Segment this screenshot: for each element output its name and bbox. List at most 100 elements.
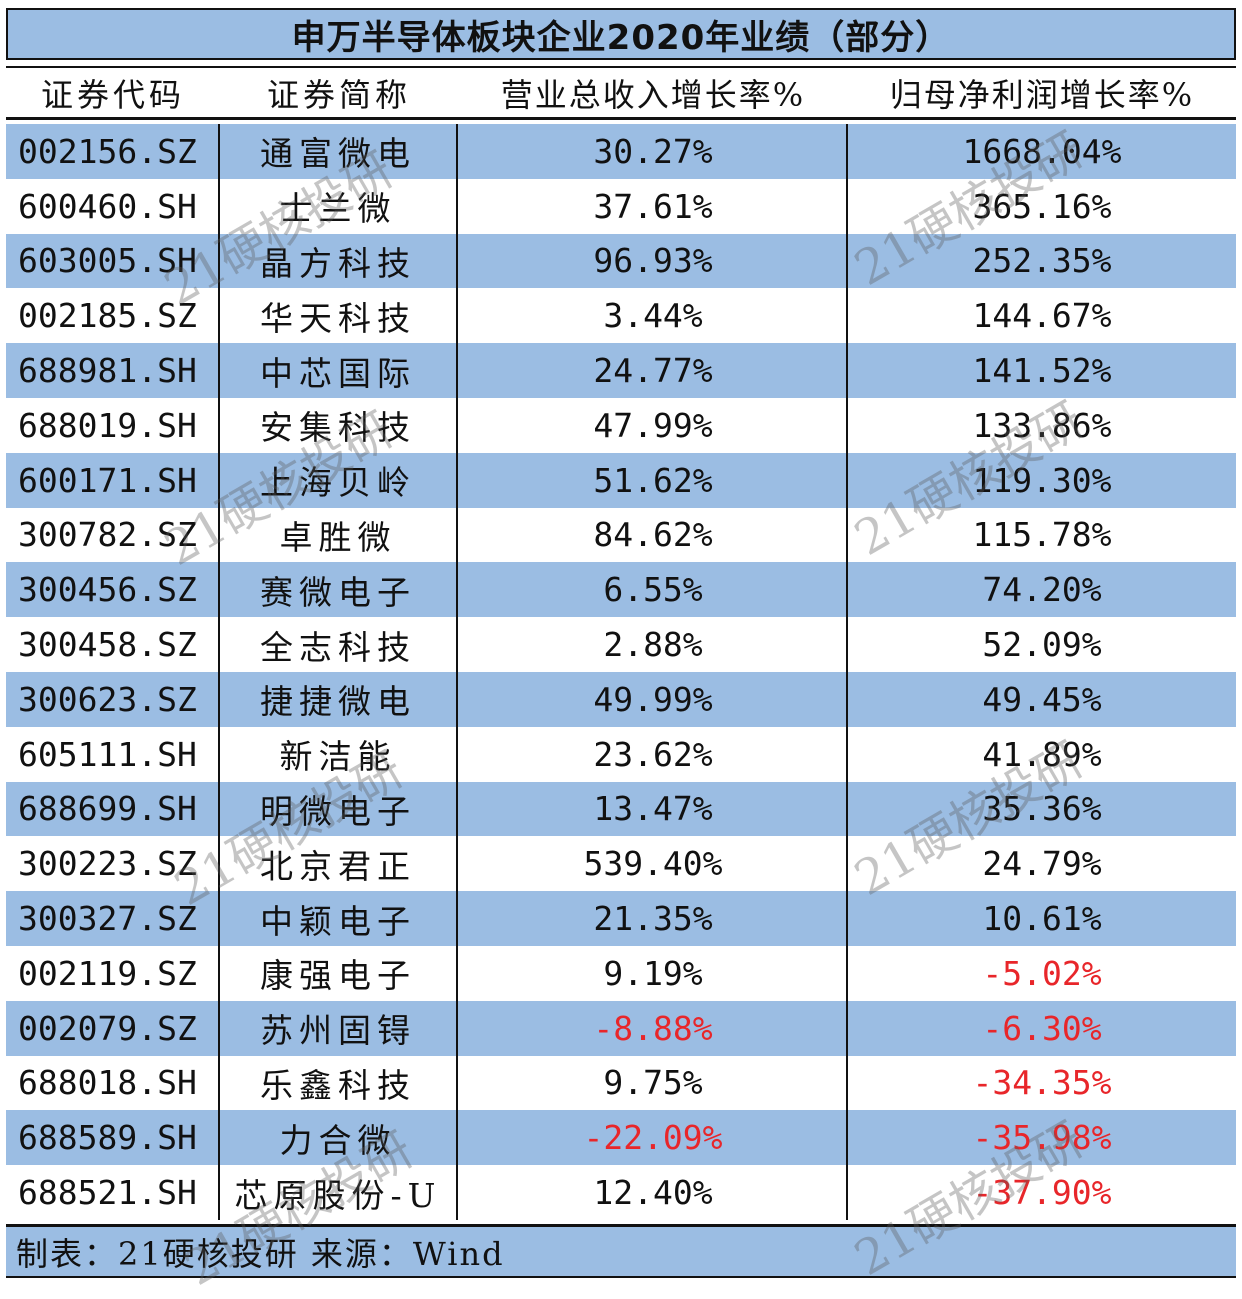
cell-revenue-growth: 9.19% — [603, 953, 703, 993]
table-row: 688699.SH 明微电子 13.47% 35.36% — [6, 781, 1236, 837]
cell-name: 华天科技 — [260, 298, 416, 338]
cell-net-profit-growth: -5.02% — [982, 953, 1102, 993]
cell-name: 通富微电 — [260, 134, 416, 174]
table-row: 688521.SH 芯原股份-U 12.40% -37.90% — [6, 1165, 1236, 1220]
cell-code: 688699.SH — [18, 789, 197, 829]
cell-revenue-growth: -8.88% — [593, 1008, 713, 1048]
table-title: 申万半导体板块企业2020年业绩（部分） — [6, 8, 1236, 60]
cell-name: 中颖电子 — [260, 901, 416, 941]
cell-code: 300327.SZ — [18, 899, 197, 939]
cell-name: 力合微 — [279, 1120, 397, 1160]
cell-net-profit-growth: 365.16% — [972, 186, 1112, 226]
cell-name: 士兰微 — [279, 189, 397, 229]
cell-name: 苏州固锝 — [260, 1011, 416, 1051]
table-body: 002156.SZ 通富微电 30.27% 1668.04% 600460.SH 士兰微 3… — [6, 124, 1236, 1220]
cell-net-profit-growth: 133.86% — [972, 405, 1112, 445]
cell-name: 晶方科技 — [260, 243, 416, 283]
cell-net-profit-growth: 1668.04% — [962, 131, 1122, 171]
cell-net-profit-growth: 49.45% — [982, 679, 1102, 719]
cell-revenue-growth: 51.62% — [593, 460, 713, 500]
table-row: 688589.SH 力合微 -22.09% -35.98% — [6, 1110, 1236, 1166]
cell-net-profit-growth: 74.20% — [982, 570, 1102, 610]
cell-code: 600460.SH — [18, 186, 197, 226]
cell-code: 002119.SZ — [18, 953, 197, 993]
cell-name: 捷捷微电 — [260, 682, 416, 722]
cell-name: 康强电子 — [260, 956, 416, 996]
column-divider — [846, 124, 848, 1220]
cell-revenue-growth: -22.09% — [583, 1118, 723, 1158]
header-code: 证券代码 — [40, 75, 185, 114]
cell-revenue-growth: 84.62% — [593, 515, 713, 555]
table-row: 600460.SH 士兰微 37.61% 365.16% — [6, 178, 1236, 234]
cell-revenue-growth: 49.99% — [593, 679, 713, 719]
cell-name: 全志科技 — [260, 627, 416, 667]
cell-code: 688589.SH — [18, 1118, 197, 1158]
table-row: 300782.SZ 卓胜微 84.62% 115.78% — [6, 507, 1236, 563]
header-row: 证券代码 证券简称 营业总收入增长率% 归母净利润增长率% — [6, 66, 1236, 120]
cell-net-profit-growth: 141.52% — [972, 351, 1112, 391]
cell-net-profit-growth: 24.79% — [982, 844, 1102, 884]
cell-code: 603005.SH — [18, 241, 197, 281]
cell-name: 乐鑫科技 — [260, 1065, 416, 1105]
cell-name: 新洁能 — [279, 737, 397, 777]
cell-code: 688521.SH — [18, 1173, 197, 1213]
cell-revenue-growth: 30.27% — [593, 131, 713, 171]
cell-revenue-growth: 6.55% — [603, 570, 703, 610]
cell-revenue-growth: 47.99% — [593, 405, 713, 445]
cell-revenue-growth: 9.75% — [603, 1063, 703, 1103]
cell-revenue-growth: 12.40% — [593, 1173, 713, 1213]
table-row: 002119.SZ 康强电子 9.19% -5.02% — [6, 945, 1236, 1001]
cell-code: 002079.SZ — [18, 1008, 197, 1048]
cell-revenue-growth: 21.35% — [593, 899, 713, 939]
cell-code: 688981.SH — [18, 351, 197, 391]
table-row: 002156.SZ 通富微电 30.27% 1668.04% — [6, 124, 1236, 179]
table-row: 605111.SH 新洁能 23.62% 41.89% — [6, 726, 1236, 782]
table-row: 688018.SH 乐鑫科技 9.75% -34.35% — [6, 1055, 1236, 1111]
cell-net-profit-growth: 35.36% — [982, 789, 1102, 829]
table-row: 603005.SH 晶方科技 96.93% 252.35% — [6, 233, 1236, 289]
column-divider — [218, 124, 220, 1220]
header-name: 证券简称 — [266, 75, 411, 114]
cell-revenue-growth: 539.40% — [583, 844, 723, 884]
table-row: 300456.SZ 赛微电子 6.55% 74.20% — [6, 562, 1236, 618]
table-row: 300327.SZ 中颖电子 21.35% 10.61% — [6, 891, 1236, 946]
cell-name: 安集科技 — [260, 408, 416, 448]
cell-revenue-growth: 13.47% — [593, 789, 713, 829]
cell-net-profit-growth: -34.35% — [972, 1063, 1112, 1103]
table-row: 688981.SH 中芯国际 24.77% 141.52% — [6, 343, 1236, 398]
cell-name: 中芯国际 — [260, 353, 416, 393]
cell-net-profit-growth: 252.35% — [972, 241, 1112, 281]
cell-revenue-growth: 24.77% — [593, 351, 713, 391]
cell-net-profit-growth: -35.98% — [972, 1118, 1112, 1158]
cell-name: 北京君正 — [260, 846, 416, 886]
cell-code: 002185.SZ — [18, 296, 197, 336]
cell-code: 688019.SH — [18, 405, 197, 445]
cell-net-profit-growth: -6.30% — [982, 1008, 1102, 1048]
table-footer: 制表：21硬核投研 来源：Wind — [6, 1224, 1236, 1278]
cell-name: 明微电子 — [260, 791, 416, 831]
cell-net-profit-growth: 10.61% — [982, 899, 1102, 939]
cell-code: 300623.SZ — [18, 679, 197, 719]
cell-revenue-growth: 23.62% — [593, 734, 713, 774]
cell-revenue-growth: 3.44% — [603, 296, 703, 336]
column-divider — [456, 124, 458, 1220]
table-row: 300223.SZ 北京君正 539.40% 24.79% — [6, 836, 1236, 892]
cell-code: 002156.SZ — [18, 131, 197, 171]
cell-code: 600171.SH — [18, 460, 197, 500]
table-row: 688019.SH 安集科技 47.99% 133.86% — [6, 397, 1236, 453]
cell-code: 605111.SH — [18, 734, 197, 774]
cell-net-profit-growth: 119.30% — [972, 460, 1112, 500]
table-row: 002079.SZ 苏州固锝 -8.88% -6.30% — [6, 1000, 1236, 1056]
cell-name: 卓胜微 — [279, 517, 397, 557]
cell-net-profit-growth: 52.09% — [982, 625, 1102, 665]
cell-code: 300458.SZ — [18, 625, 197, 665]
table-row: 300623.SZ 捷捷微电 49.99% 49.45% — [6, 671, 1236, 727]
table-row: 600171.SH 上海贝岭 51.62% 119.30% — [6, 452, 1236, 508]
cell-revenue-growth: 37.61% — [593, 186, 713, 226]
cell-revenue-growth: 2.88% — [603, 625, 703, 665]
cell-name: 赛微电子 — [260, 572, 416, 612]
header-revenue-growth: 营业总收入增长率% — [500, 75, 806, 114]
cell-code: 688018.SH — [18, 1063, 197, 1103]
cell-code: 300782.SZ — [18, 515, 197, 555]
